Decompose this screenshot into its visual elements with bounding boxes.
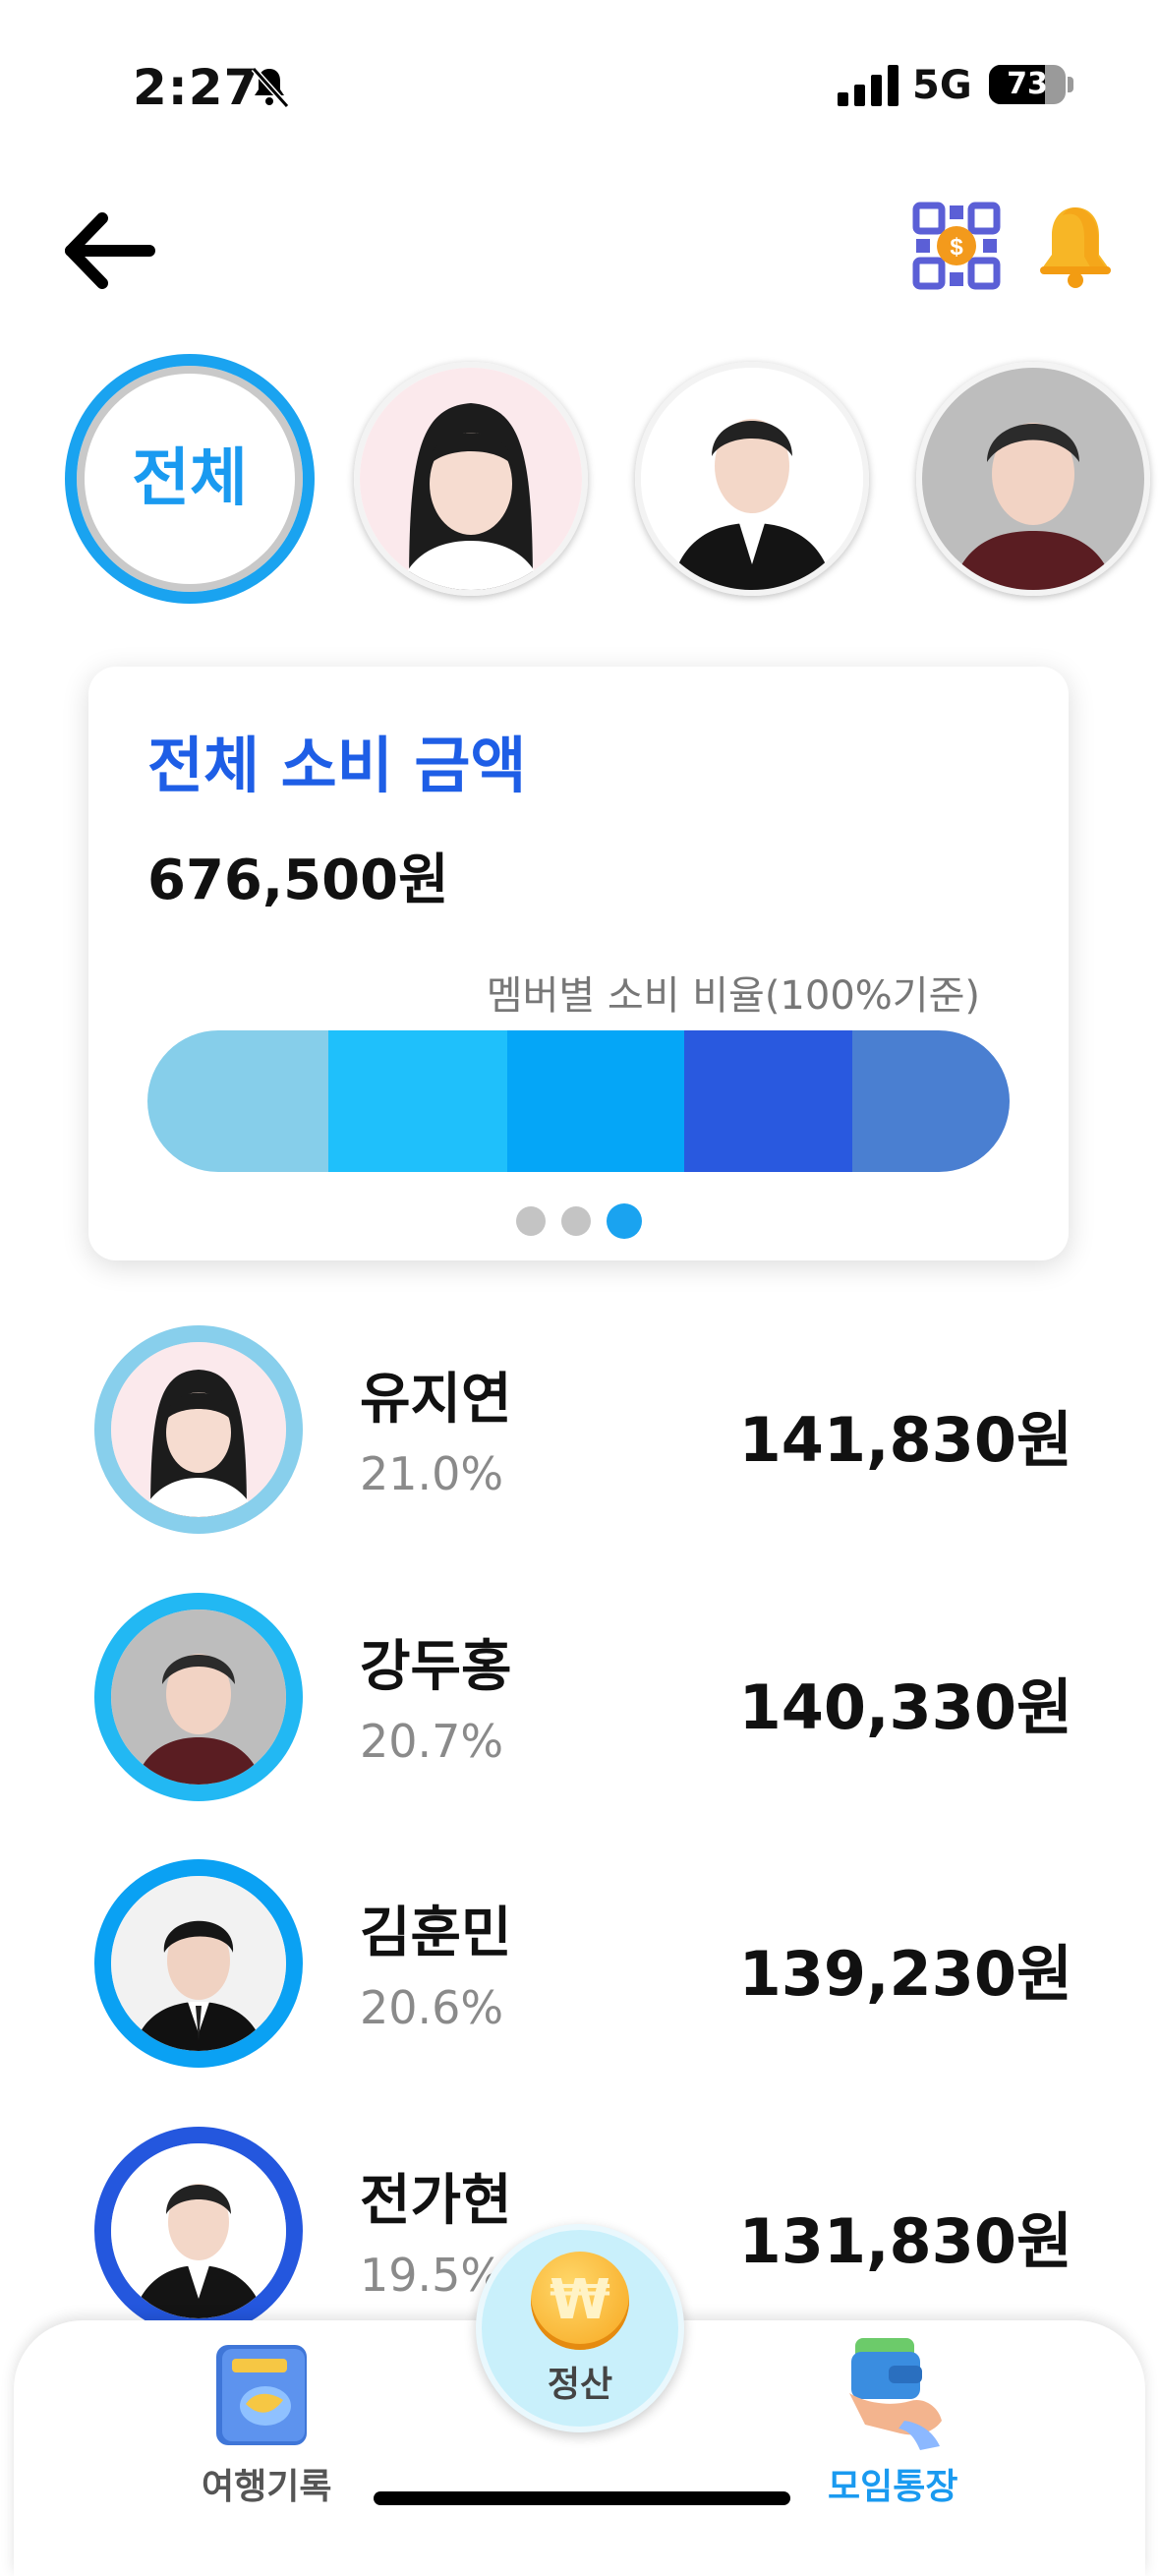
status-time: 2:27 (133, 59, 260, 116)
member-selector: 전체 (0, 354, 1159, 610)
spending-summary-card: 전체 소비 금액 676,500원 멤버별 소비 비율(100%기준) (88, 667, 1069, 1260)
battery-indicator: 73 (989, 65, 1066, 104)
ratio-segment (328, 1030, 507, 1172)
page-dot[interactable] (515, 1206, 546, 1236)
settle-button[interactable]: ₩ 정산 (476, 2224, 684, 2432)
page-dot[interactable] (606, 1203, 642, 1239)
ratio-segment (852, 1030, 1010, 1172)
member-amount: 139,230원 (738, 1938, 1072, 2010)
member-percent: 20.6% (360, 1981, 504, 2034)
ratio-segment (147, 1030, 329, 1172)
member-amount: 141,830원 (738, 1404, 1072, 1476)
cellular-signal-icon (838, 65, 898, 106)
settle-label: 정산 (547, 2365, 613, 2405)
member-percent: 20.7% (360, 1715, 504, 1768)
home-indicator (374, 2491, 790, 2505)
member-percent: 21.0% (360, 1447, 504, 1500)
member-name: 강두홍 (360, 1635, 512, 1699)
nav-label-group-account[interactable]: 모임통장 (828, 2467, 958, 2507)
summary-total-amount: 676,500원 (147, 849, 449, 912)
svg-text:$: $ (950, 234, 963, 261)
member-percent: 19.5% (360, 2249, 504, 2302)
member-avatar (94, 2127, 303, 2335)
member-amount: 140,330원 (738, 1671, 1072, 1743)
list-item[interactable]: 전가현 19.5% 131,830원 (0, 2127, 1159, 2343)
member-amount: 131,830원 (738, 2205, 1072, 2277)
member-name: 유지연 (360, 1368, 512, 1432)
member-avatar (94, 1325, 303, 1534)
list-item[interactable]: 강두홍 20.7% 140,330원 (0, 1593, 1159, 1809)
member-avatar[interactable] (635, 362, 869, 596)
network-type: 5G (912, 63, 972, 108)
ratio-caption: 멤버별 소비 비율(100%기준) (486, 973, 980, 1019)
page-dot[interactable] (560, 1206, 591, 1236)
member-name: 김훈민 (360, 1902, 512, 1965)
member-filter-all[interactable]: 전체 (65, 354, 315, 604)
page-indicator (88, 1203, 1069, 1239)
list-item[interactable]: 김훈민 20.6% 139,230원 (0, 1859, 1159, 2076)
member-avatar[interactable] (354, 362, 588, 596)
summary-title: 전체 소비 금액 (147, 730, 527, 801)
spending-ratio-bar (147, 1030, 1010, 1172)
battery-cap (1068, 77, 1073, 92)
ratio-segment (684, 1030, 853, 1172)
member-name: 전가현 (360, 2169, 512, 2233)
bell-icon[interactable] (1034, 202, 1117, 290)
qr-payment-icon[interactable]: $ (912, 202, 1001, 290)
member-avatar[interactable] (916, 362, 1150, 596)
list-item[interactable]: 유지연 21.0% 141,830원 (0, 1325, 1159, 1542)
bell-muted-icon (251, 66, 290, 109)
arrow-left-icon[interactable] (59, 206, 157, 295)
nav-label-travel-log[interactable]: 여행기록 (202, 2467, 332, 2507)
ratio-segment (506, 1030, 685, 1172)
won-coin-icon: ₩ (531, 2252, 629, 2350)
travel-book-icon[interactable] (203, 2335, 320, 2453)
wallet-hand-icon[interactable] (836, 2330, 954, 2454)
member-avatar (94, 1859, 303, 2068)
member-avatar (94, 1593, 303, 1801)
